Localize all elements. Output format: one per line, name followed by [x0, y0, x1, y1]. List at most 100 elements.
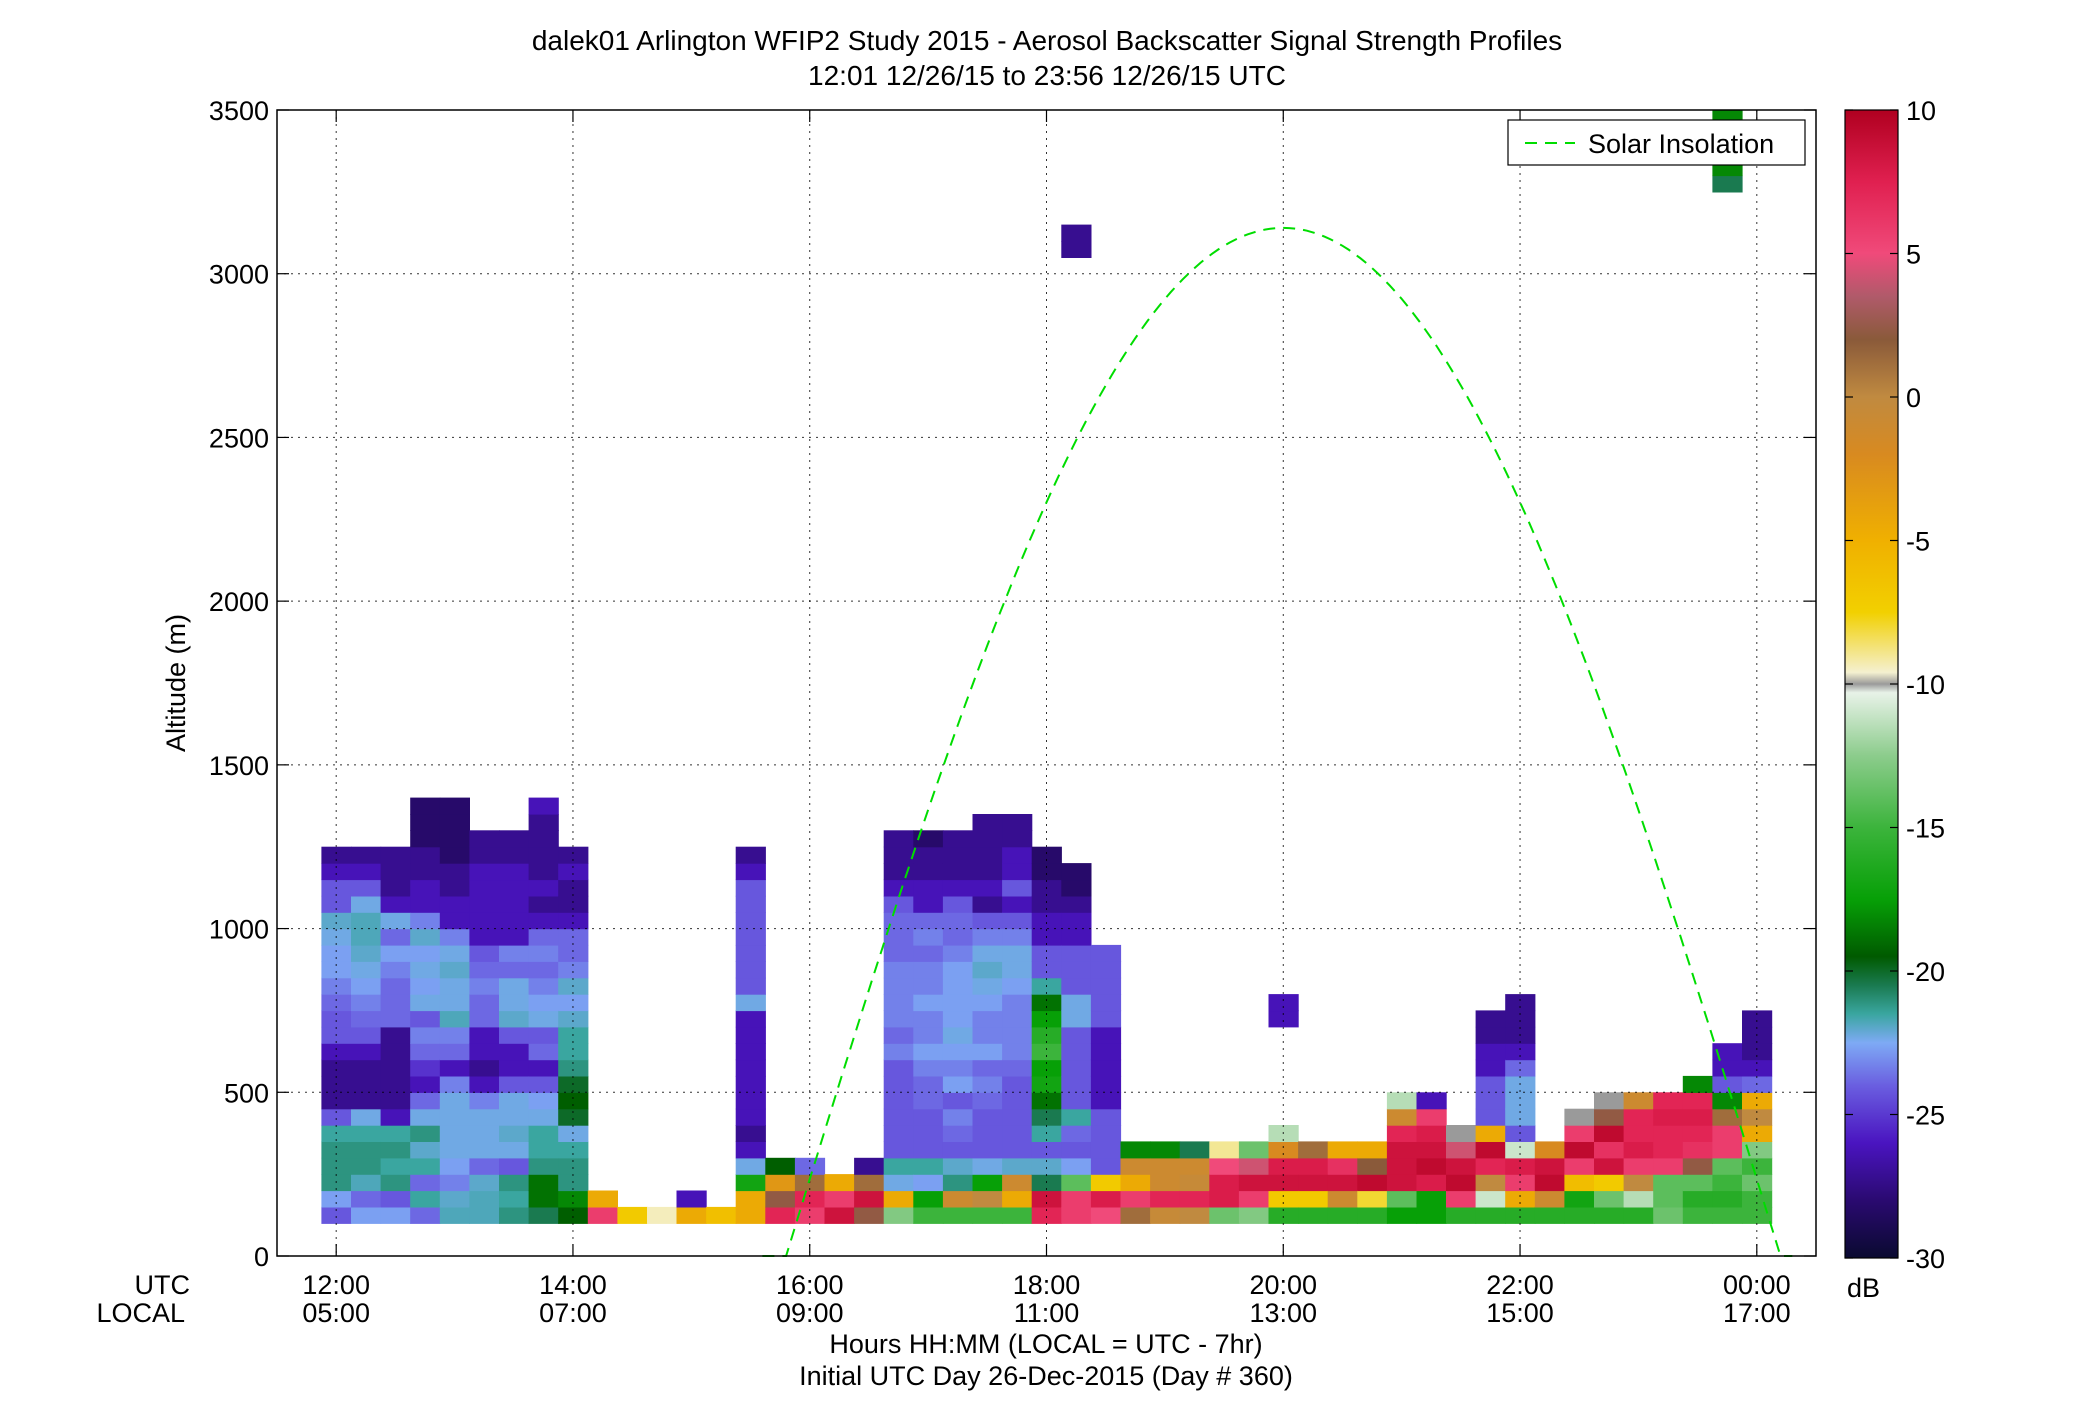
heatmap-cell [1594, 1190, 1625, 1208]
heatmap-cell [1061, 1157, 1092, 1175]
heatmap-cell [883, 1206, 914, 1224]
heatmap-cell [913, 830, 944, 848]
heatmap-cell [528, 1010, 559, 1028]
heatmap-cell [883, 895, 914, 913]
heatmap-cell [380, 1190, 411, 1208]
heatmap-cell [1031, 1190, 1062, 1208]
heatmap-cell [351, 1108, 382, 1126]
heatmap-cell [1446, 1125, 1477, 1142]
heatmap-cell [1002, 944, 1033, 962]
heatmap-cell [1475, 1059, 1506, 1077]
heatmap-cell [1416, 1141, 1447, 1159]
heatmap-cell [913, 895, 944, 913]
heatmap-cell [735, 1141, 766, 1159]
heatmap-cell [528, 977, 559, 995]
heatmap-cell [913, 994, 944, 1012]
heatmap-cell [1150, 1206, 1181, 1224]
heatmap-cell [942, 1075, 974, 1093]
heatmap-cell [1238, 1206, 1270, 1224]
heatmap-cell [1061, 863, 1092, 881]
heatmap-cell [321, 1190, 352, 1208]
heatmap-cell [794, 1157, 826, 1175]
heatmap-cell [1061, 1043, 1092, 1061]
heatmap-cell [735, 977, 766, 995]
heatmap-cell [499, 1092, 530, 1110]
heatmap-cell [469, 961, 500, 979]
heatmap-cell [439, 1206, 470, 1224]
heatmap-cell [1209, 1206, 1240, 1224]
heatmap-cell [558, 1043, 589, 1061]
heatmap-cell [735, 1010, 766, 1028]
heatmap-cell [972, 1157, 1003, 1175]
heatmap-cell [469, 879, 500, 897]
heatmap-cell [942, 1026, 974, 1044]
heatmap-cell [883, 1141, 914, 1159]
heatmap-cell [913, 912, 944, 930]
heatmap-cell [1446, 1206, 1477, 1224]
heatmap-cell [499, 961, 530, 979]
heatmap-cell [735, 1043, 766, 1061]
heatmap-cell [410, 1026, 441, 1044]
heatmap-cell [824, 1174, 855, 1192]
heatmap-cell [528, 863, 559, 881]
heatmap-cell [439, 895, 470, 913]
heatmap-cell [1179, 1141, 1210, 1159]
heatmap-cell [558, 912, 589, 930]
heatmap-cell [499, 1206, 530, 1224]
heatmap-cell [1031, 846, 1062, 864]
heatmap-cell [942, 1125, 974, 1142]
y-tick-label: 1500 [209, 751, 269, 781]
heatmap-cell [883, 912, 914, 930]
heatmap-cell [439, 879, 470, 897]
heatmap-cell [942, 895, 974, 913]
heatmap-cell [528, 1026, 559, 1044]
heatmap-cell [380, 863, 411, 881]
heatmap-cell [410, 879, 441, 897]
heatmap-cell [1327, 1206, 1358, 1224]
heatmap-cell [410, 1010, 441, 1028]
heatmap-cell [1002, 814, 1033, 831]
heatmap-cell [1564, 1206, 1595, 1224]
heatmap-cell [1653, 1108, 1684, 1126]
heatmap-cell [942, 944, 974, 962]
heatmap-cell [380, 994, 411, 1012]
heatmap-cell [1238, 1174, 1270, 1192]
heatmap-cell [380, 928, 411, 946]
heatmap-cell [1564, 1157, 1595, 1175]
heatmap-cell [1475, 1157, 1506, 1175]
heatmap-cell [1505, 1141, 1536, 1159]
heatmap-cell [321, 1157, 352, 1175]
heatmap-cell [1061, 1174, 1092, 1192]
heatmap-cell [499, 994, 530, 1012]
heatmap-cell [1061, 928, 1092, 946]
heatmap-cell [735, 863, 766, 881]
colorbar-tick-label: -15 [1906, 814, 1945, 844]
heatmap-cell [1327, 1141, 1358, 1159]
heatmap-cell [469, 994, 500, 1012]
heatmap-cell [883, 1108, 914, 1126]
heatmap-cell [499, 977, 530, 995]
heatmap-cell [499, 1190, 530, 1208]
heatmap-cell [735, 1157, 766, 1175]
heatmap-cells [321, 110, 1773, 1224]
heatmap-cell [410, 944, 441, 962]
heatmap-cell [1446, 1157, 1477, 1175]
heatmap-cell [469, 1190, 500, 1208]
y-tick-label: 2500 [209, 423, 269, 453]
heatmap-cell [469, 977, 500, 995]
heatmap-cell [351, 846, 382, 864]
heatmap-cell [1179, 1174, 1210, 1192]
heatmap-cell [735, 1026, 766, 1044]
heatmap-cell [972, 814, 1003, 831]
heatmap-cell [1268, 1190, 1299, 1208]
heatmap-cell [942, 961, 974, 979]
heatmap-cell [735, 961, 766, 979]
heatmap-cell [1712, 175, 1743, 193]
heatmap-cell [1386, 1108, 1418, 1126]
heatmap-cell [321, 846, 352, 864]
heatmap-cell [1742, 1108, 1773, 1126]
heatmap-cell [410, 846, 441, 864]
heatmap-cell [883, 1190, 914, 1208]
heatmap-cell [972, 1026, 1003, 1044]
